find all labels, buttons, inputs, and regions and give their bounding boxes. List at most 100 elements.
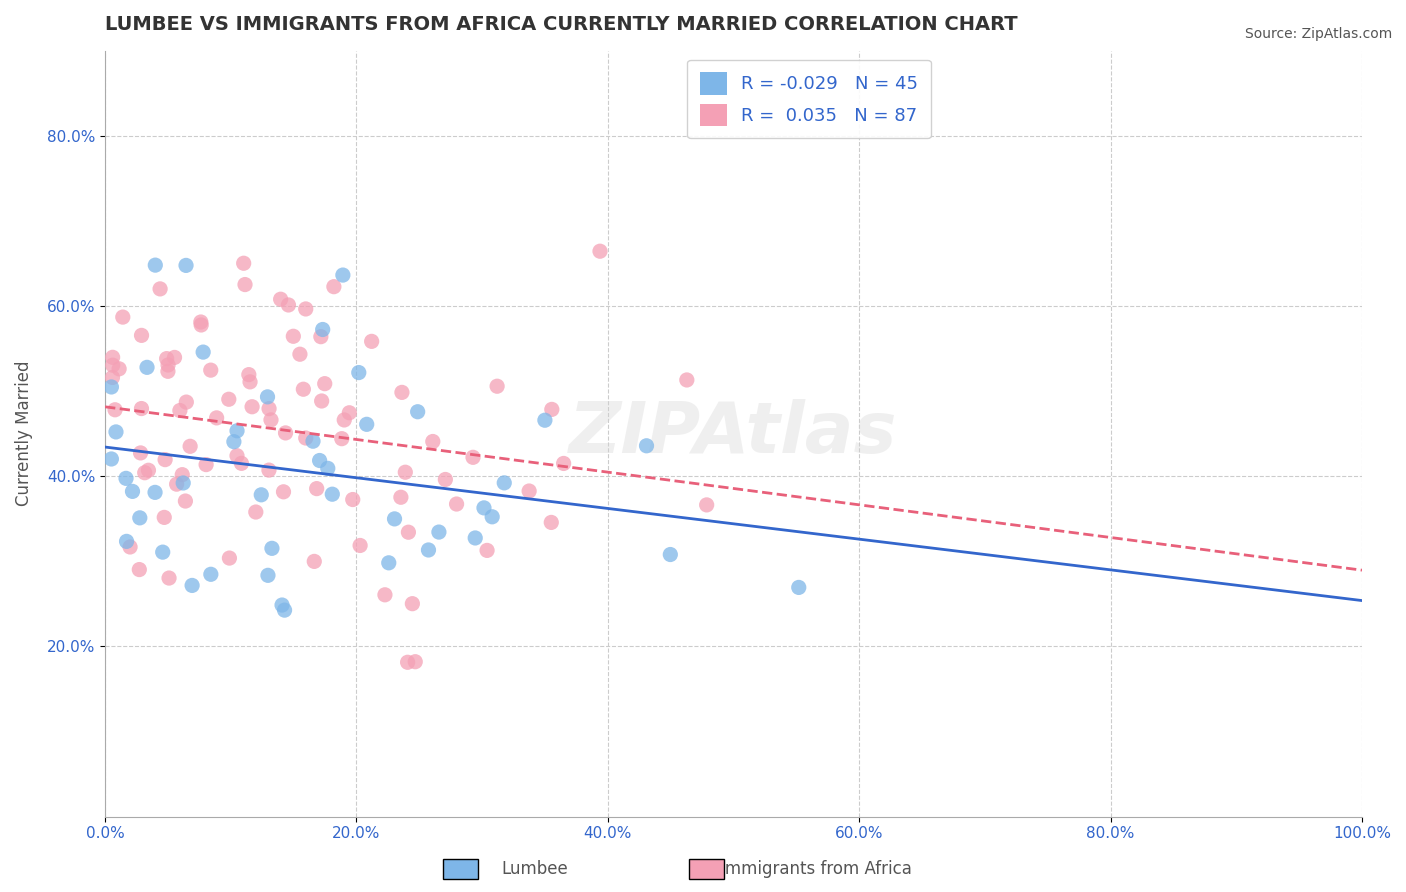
Point <box>378 556 401 570</box>
Point <box>294 301 316 316</box>
Point <box>475 543 498 558</box>
Point <box>181 578 204 592</box>
Point <box>152 545 174 559</box>
Point <box>257 401 280 416</box>
Point <box>191 345 214 359</box>
Point <box>330 432 353 446</box>
Point <box>292 382 315 396</box>
Y-axis label: Currently Married: Currently Married <box>15 361 32 507</box>
Point <box>464 531 486 545</box>
Point <box>288 347 311 361</box>
Point <box>231 456 253 470</box>
Point <box>349 539 371 553</box>
Point <box>305 482 328 496</box>
Point <box>321 487 343 501</box>
Point <box>553 457 575 471</box>
Point <box>589 244 612 259</box>
Point <box>274 425 297 440</box>
Point <box>233 277 256 292</box>
Point <box>271 598 294 612</box>
Point <box>239 375 262 389</box>
Point <box>101 351 124 365</box>
Point <box>131 401 153 416</box>
Point <box>675 373 697 387</box>
Point <box>394 465 416 479</box>
Point <box>696 498 718 512</box>
Point <box>304 554 326 568</box>
Point <box>422 434 444 449</box>
Point <box>636 439 658 453</box>
Point <box>374 588 396 602</box>
Point <box>472 500 495 515</box>
Point <box>384 512 406 526</box>
Point <box>111 310 134 324</box>
Point <box>226 449 249 463</box>
Point <box>260 541 283 556</box>
Text: Immigrants from Africa: Immigrants from Africa <box>720 860 911 878</box>
Point <box>427 524 450 539</box>
Point <box>174 494 197 508</box>
Point <box>121 484 143 499</box>
Point <box>156 351 179 366</box>
Point <box>238 368 260 382</box>
Text: ZIPAtlas: ZIPAtlas <box>569 400 898 468</box>
Point <box>172 475 194 490</box>
Point <box>277 298 299 312</box>
Point <box>108 361 131 376</box>
Point <box>434 473 457 487</box>
Point <box>659 548 682 562</box>
Point <box>157 571 180 585</box>
Point <box>128 511 150 525</box>
Legend: R = -0.029   N = 45, R =  0.035   N = 87: R = -0.029 N = 45, R = 0.035 N = 87 <box>688 60 931 138</box>
Point <box>404 655 426 669</box>
Point <box>136 360 159 375</box>
Point <box>389 490 412 504</box>
Text: Lumbee: Lumbee <box>501 860 568 878</box>
Point <box>128 563 150 577</box>
Point <box>406 405 429 419</box>
Point <box>129 446 152 460</box>
Point <box>273 603 295 617</box>
Point <box>153 452 176 467</box>
Point <box>232 256 254 270</box>
Point <box>333 413 356 427</box>
Point <box>166 477 188 491</box>
Point <box>226 424 249 438</box>
Point <box>222 434 245 449</box>
Point <box>494 475 516 490</box>
Point <box>534 413 557 427</box>
Point <box>115 534 138 549</box>
Point <box>143 485 166 500</box>
Point <box>104 425 127 439</box>
Point <box>257 568 280 582</box>
Text: LUMBEE VS IMMIGRANTS FROM AFRICA CURRENTLY MARRIED CORRELATION CHART: LUMBEE VS IMMIGRANTS FROM AFRICA CURRENT… <box>105 15 1018 34</box>
Point <box>190 315 212 329</box>
Point <box>314 376 336 391</box>
Point <box>461 450 484 465</box>
Point <box>104 402 127 417</box>
Point <box>163 351 186 365</box>
Point <box>787 581 810 595</box>
Point <box>138 463 160 477</box>
Point <box>134 466 156 480</box>
Text: Source: ZipAtlas.com: Source: ZipAtlas.com <box>1244 27 1392 41</box>
Point <box>517 483 540 498</box>
Point <box>337 406 360 420</box>
Point <box>157 358 180 372</box>
Point <box>100 452 122 467</box>
Point <box>153 510 176 524</box>
Point <box>179 439 201 453</box>
Point <box>101 358 124 372</box>
Point <box>308 453 330 467</box>
Point <box>218 551 240 566</box>
Point <box>195 458 218 472</box>
Point <box>115 471 138 485</box>
Point <box>260 413 283 427</box>
Point <box>172 467 194 482</box>
Point <box>332 268 354 282</box>
Point <box>101 370 124 384</box>
Point <box>302 434 325 449</box>
Point <box>218 392 240 407</box>
Point <box>256 390 278 404</box>
Point <box>270 292 292 306</box>
